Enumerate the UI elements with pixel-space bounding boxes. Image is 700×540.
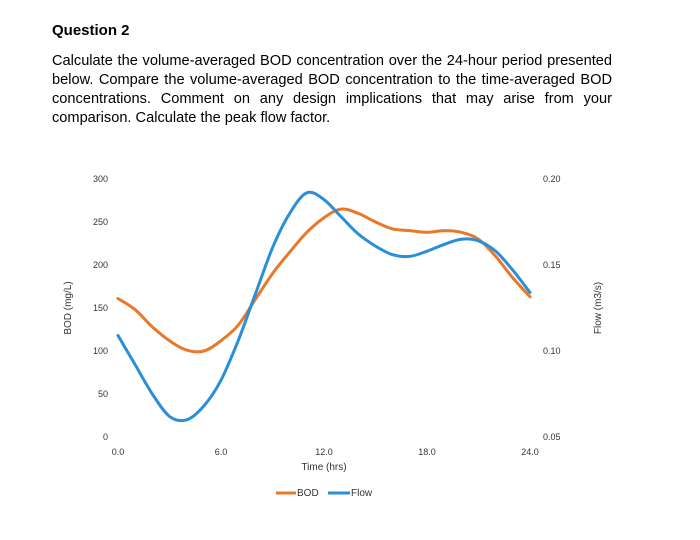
legend-label-bod: BOD (297, 488, 319, 499)
x-tick-label: 0.0 (112, 447, 125, 457)
y-axis-title: BOD (mg/L) (63, 281, 74, 334)
y-tick-label: 200 (93, 260, 108, 270)
y2-axis-title: Flow (m3/s) (593, 282, 604, 334)
x-tick-label: 24.0 (521, 447, 539, 457)
x-tick-label: 12.0 (315, 447, 333, 457)
x-tick-label: 18.0 (418, 447, 436, 457)
question-text: Calculate the volume-averaged BOD concen… (52, 53, 612, 126)
series-line-flow (116, 190, 532, 423)
question-heading: Question 2 (52, 22, 130, 39)
x-axis-title: Time (hrs) (301, 462, 346, 473)
y2-tick-label: 0.15 (543, 260, 561, 270)
y-tick-label: 0 (103, 432, 108, 442)
y-tick-label: 250 (93, 217, 108, 227)
x-tick-label: 6.0 (215, 447, 228, 457)
legend-label-flow: Flow (351, 488, 373, 499)
y2-tick-label: 0.10 (543, 346, 561, 356)
y-tick-label: 150 (93, 303, 108, 313)
y2-tick-label: 0.20 (543, 174, 561, 184)
y2-tick-label: 0.05 (543, 432, 561, 442)
y-tick-label: 100 (93, 346, 108, 356)
y-tick-label: 50 (98, 389, 108, 399)
y-tick-label: 300 (93, 174, 108, 184)
series-line-bod (116, 207, 532, 354)
